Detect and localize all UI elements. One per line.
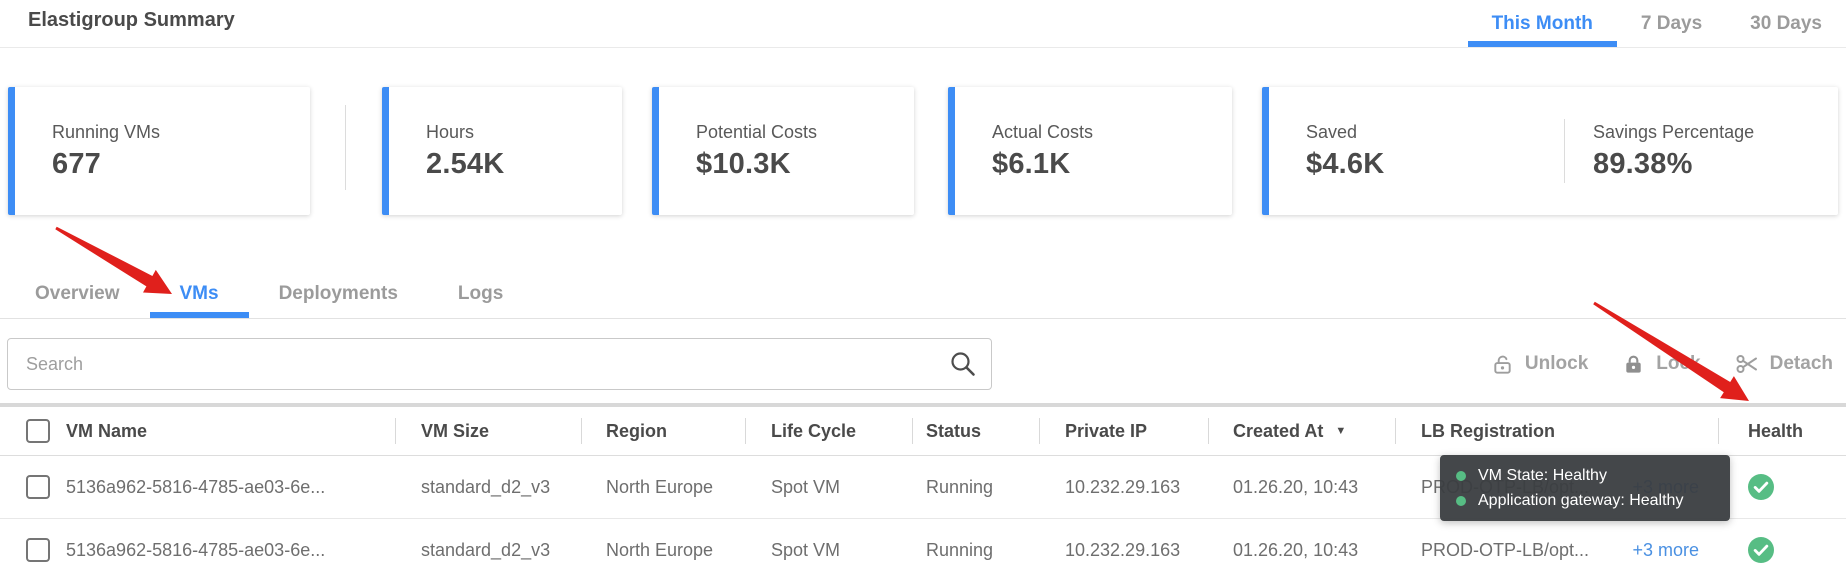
stat-card-actual-costs: Actual Costs $6.1K (948, 87, 1232, 215)
stat-label: Saved (1306, 121, 1358, 142)
vm-size-cell: standard_d2_v3 (421, 539, 551, 560)
region-cell: North Europe (606, 539, 714, 560)
created-at-cell: 01.26.20, 10:43 (1233, 476, 1359, 497)
stats-divider (345, 105, 346, 190)
select-all-checkbox[interactable] (26, 419, 50, 443)
private-ip-cell: 10.232.29.163 (1065, 539, 1181, 560)
stat-card-potential-costs: Potential Costs $10.3K (652, 87, 914, 215)
stat-card-savings: Saved $4.6K Savings Percentage 89.38% (1262, 87, 1838, 215)
stat-value: 2.54K (426, 147, 505, 180)
column-header-status[interactable]: Status (912, 407, 1039, 455)
section-tabs: Overview VMs Deployments Logs (0, 270, 1846, 319)
column-header-lb-registration[interactable]: LB Registration (1395, 407, 1718, 455)
stat-label: Running VMs (52, 121, 161, 142)
lock-label: Lock (1656, 353, 1701, 374)
vm-name-cell: 5136a962-5816-4785-ae03-6e... (66, 476, 326, 497)
table-row[interactable]: 5136a962-5816-4785-ae03-6e... standard_d… (0, 519, 1846, 564)
stat-saved: Saved $4.6K (1269, 87, 1564, 215)
lb-more-link[interactable]: +3 more (1632, 539, 1699, 560)
column-header-created-at[interactable]: Created At ▼ (1208, 407, 1395, 455)
tooltip-line: Application gateway: Healthy (1456, 488, 1714, 513)
vm-size-cell: standard_d2_v3 (421, 476, 551, 497)
stat-value: $6.1K (992, 147, 1071, 180)
health-ok-icon[interactable] (1748, 474, 1774, 500)
unlock-label: Unlock (1524, 353, 1589, 374)
stat-value: $4.6K (1306, 147, 1385, 180)
page-header: Elastigroup Summary This Month 7 Days 30… (0, 0, 1846, 48)
tooltip-text: VM State: Healthy (1478, 467, 1607, 484)
row-actions: Unlock Lock Detach (1491, 338, 1833, 390)
vm-name-cell: 5136a962-5816-4785-ae03-6e... (66, 539, 326, 560)
stat-card-running-vms: Running VMs 677 (8, 87, 310, 215)
column-header-vm-size[interactable]: VM Size (395, 407, 581, 455)
row-checkbox-cell (0, 519, 56, 564)
scissors-icon (1736, 355, 1757, 373)
time-range-tabs: This Month 7 Days 30 Days (1467, 0, 1846, 47)
time-tab-30-days[interactable]: 30 Days (1750, 12, 1822, 34)
health-tooltip: VM State: Healthy Application gateway: H… (1440, 455, 1730, 521)
column-header-health[interactable]: Health (1718, 407, 1846, 455)
stat-inner-divider (1564, 119, 1565, 183)
tooltip-line: VM State: Healthy (1456, 463, 1714, 488)
stat-label: Actual Costs (992, 121, 1094, 142)
column-header-life-cycle[interactable]: Life Cycle (745, 407, 912, 455)
created-at-cell: 01.26.20, 10:43 (1233, 539, 1359, 560)
row-checkbox-cell (0, 456, 56, 518)
time-tab-this-month[interactable]: This Month (1467, 0, 1618, 47)
tab-logs[interactable]: Logs (457, 283, 504, 304)
time-tab-7-days[interactable]: 7 Days (1640, 12, 1703, 34)
search-input[interactable] (7, 338, 992, 390)
healthy-status-dot-icon (1456, 495, 1466, 506)
private-ip-cell: 10.232.29.163 (1065, 476, 1181, 497)
stat-value: $10.3K (696, 147, 791, 180)
table-top-border (0, 403, 1846, 407)
region-cell: North Europe (606, 476, 714, 497)
stat-savings-percentage: Savings Percentage 89.38% (1565, 87, 1838, 215)
unlock-icon (1494, 355, 1511, 374)
stat-label: Savings Percentage (1593, 121, 1755, 142)
lb-registration-cell: PROD-OTP-LB/opt... +3 more (1395, 519, 1718, 564)
unlock-button[interactable]: Unlock (1491, 353, 1588, 376)
row-checkbox[interactable] (26, 538, 50, 562)
column-header-vm-name[interactable]: VM Name (66, 420, 148, 441)
health-ok-icon[interactable] (1748, 537, 1774, 563)
table-header-row: VM Name VM Size Region Life Cycle Status… (0, 407, 1846, 456)
lock-button[interactable]: Lock (1622, 353, 1701, 376)
stat-label: Hours (426, 121, 475, 142)
column-header-private-ip[interactable]: Private IP (1039, 407, 1208, 455)
tooltip-text: Application gateway: Healthy (1478, 492, 1684, 509)
column-header-region[interactable]: Region (581, 407, 745, 455)
status-cell: Running (926, 539, 994, 560)
life-cycle-cell: Spot VM (771, 476, 841, 497)
lock-icon (1626, 355, 1641, 373)
sort-desc-icon[interactable]: ▼ (1335, 425, 1347, 437)
life-cycle-cell: Spot VM (771, 539, 841, 560)
detach-label: Detach (1769, 353, 1833, 374)
stat-card-hours: Hours 2.54K (382, 87, 622, 215)
lb-registration-text: PROD-OTP-LB/opt... (1421, 539, 1590, 560)
detach-button[interactable]: Detach (1735, 352, 1833, 376)
health-cell (1718, 519, 1846, 564)
page-title: Elastigroup Summary (28, 9, 235, 31)
stat-value: 677 (52, 147, 101, 180)
tab-deployments[interactable]: Deployments (278, 283, 398, 304)
row-checkbox[interactable] (26, 475, 50, 499)
header-checkbox-cell (0, 407, 56, 455)
healthy-status-dot-icon (1456, 470, 1466, 481)
status-cell: Running (926, 476, 994, 497)
stat-value: 89.38% (1593, 147, 1693, 180)
stat-label: Potential Costs (696, 121, 818, 142)
health-cell (1718, 456, 1846, 518)
tab-overview[interactable]: Overview (35, 283, 120, 304)
tab-vms[interactable]: VMs (149, 270, 249, 318)
